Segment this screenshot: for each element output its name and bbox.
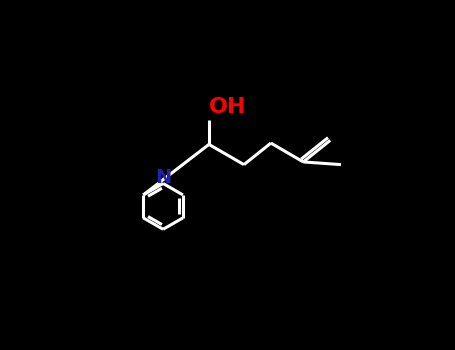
Text: N: N bbox=[155, 168, 171, 187]
Text: OH: OH bbox=[208, 97, 246, 117]
